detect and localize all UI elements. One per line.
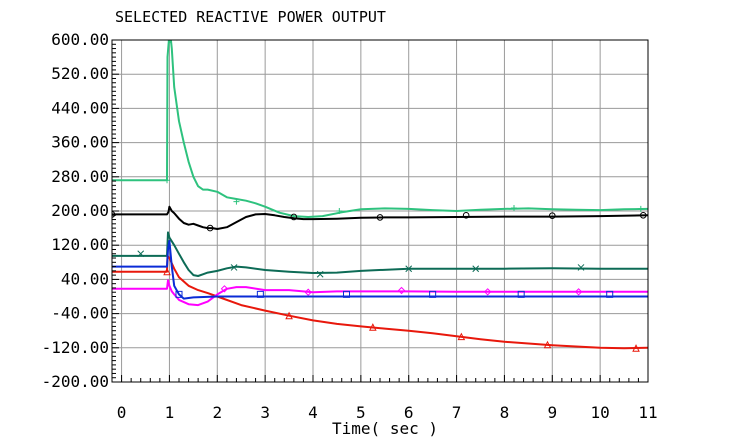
series-marker <box>175 290 183 298</box>
series-line <box>112 239 648 300</box>
x-tick-label: 5 <box>356 403 366 422</box>
series-marker <box>163 267 171 276</box>
series-marker <box>285 311 293 320</box>
series-marker <box>577 264 585 271</box>
y-tick-label: 200.00 <box>51 201 109 220</box>
series-marker <box>256 290 264 298</box>
y-tick-label: 40.00 <box>61 269 109 288</box>
series-line <box>112 40 648 218</box>
series-marker <box>290 213 298 221</box>
x-tick-label: 4 <box>308 403 318 422</box>
x-axis-ticks: 0 1 2 3 4 5 6 7 8 9 10 11 <box>117 403 658 422</box>
x-tick-label: 0 <box>117 403 127 422</box>
chart-title: SELECTED REACTIVE POWER OUTPUT <box>115 8 386 26</box>
series-marker <box>230 264 238 271</box>
series-3 <box>112 231 648 278</box>
series-marker <box>548 212 556 220</box>
y-tick-label: 280.00 <box>51 167 109 186</box>
series-marker <box>220 285 229 293</box>
series-2 <box>112 205 648 232</box>
series-marker <box>233 198 240 205</box>
series-marker <box>343 290 350 298</box>
series-marker <box>574 288 583 296</box>
series-line <box>112 254 648 350</box>
series-marker <box>543 340 552 349</box>
series-marker <box>606 290 614 298</box>
x-tick-label: 10 <box>591 403 610 422</box>
y-tick-label: -120.00 <box>42 338 109 357</box>
series-marker <box>304 288 312 296</box>
x-tick-label: 9 <box>547 403 557 422</box>
series-marker <box>632 344 640 352</box>
series-layer <box>112 40 648 352</box>
y-tick-label: 520.00 <box>51 64 109 83</box>
series-marker <box>164 177 171 184</box>
x-axis-title: Time( sec ) <box>332 419 438 438</box>
series-marker <box>483 288 492 296</box>
series-marker <box>112 211 116 218</box>
series-line <box>112 231 648 277</box>
series-line <box>112 279 648 307</box>
y-tick-label: -40.00 <box>51 304 109 323</box>
grid <box>112 40 648 382</box>
series-marker <box>639 211 647 219</box>
series-1 <box>112 40 648 218</box>
series-marker <box>511 205 517 212</box>
series-6 <box>112 239 648 300</box>
series-marker <box>462 211 470 219</box>
x-tick-label: 1 <box>165 403 175 422</box>
x-tick-label: 2 <box>212 403 222 422</box>
x-tick-label: 3 <box>260 403 270 422</box>
series-marker <box>369 323 377 331</box>
series-marker <box>472 265 480 273</box>
series-marker <box>397 286 406 295</box>
y-tick-label: 120.00 <box>51 235 109 254</box>
y-tick-label: 600.00 <box>51 30 109 49</box>
series-marker <box>316 270 324 278</box>
series-marker <box>405 265 413 273</box>
series-marker <box>376 214 384 221</box>
series-5 <box>112 279 648 307</box>
x-tick-label: 8 <box>500 403 510 422</box>
y-tick-label: 440.00 <box>51 98 109 117</box>
series-marker <box>206 224 214 232</box>
series-marker <box>137 250 145 258</box>
y-tick-label: -200.00 <box>42 372 109 391</box>
series-marker <box>637 205 644 212</box>
series-line <box>112 205 648 230</box>
series-marker <box>336 208 343 214</box>
series-4 <box>112 254 648 352</box>
series-marker <box>429 290 437 298</box>
y-axis-ticks: 600.00 520.00 440.00 360.00 280.00 200.00 120.… <box>42 30 109 391</box>
plot-border <box>111 39 649 383</box>
plot-frame <box>111 39 649 383</box>
x-tick-label: 7 <box>452 403 462 422</box>
x-tick-label: 11 <box>638 403 657 422</box>
series-marker <box>457 332 466 341</box>
series-marker <box>517 290 525 298</box>
y-tick-label: 360.00 <box>51 133 109 152</box>
x-tick-label: 6 <box>404 403 414 422</box>
